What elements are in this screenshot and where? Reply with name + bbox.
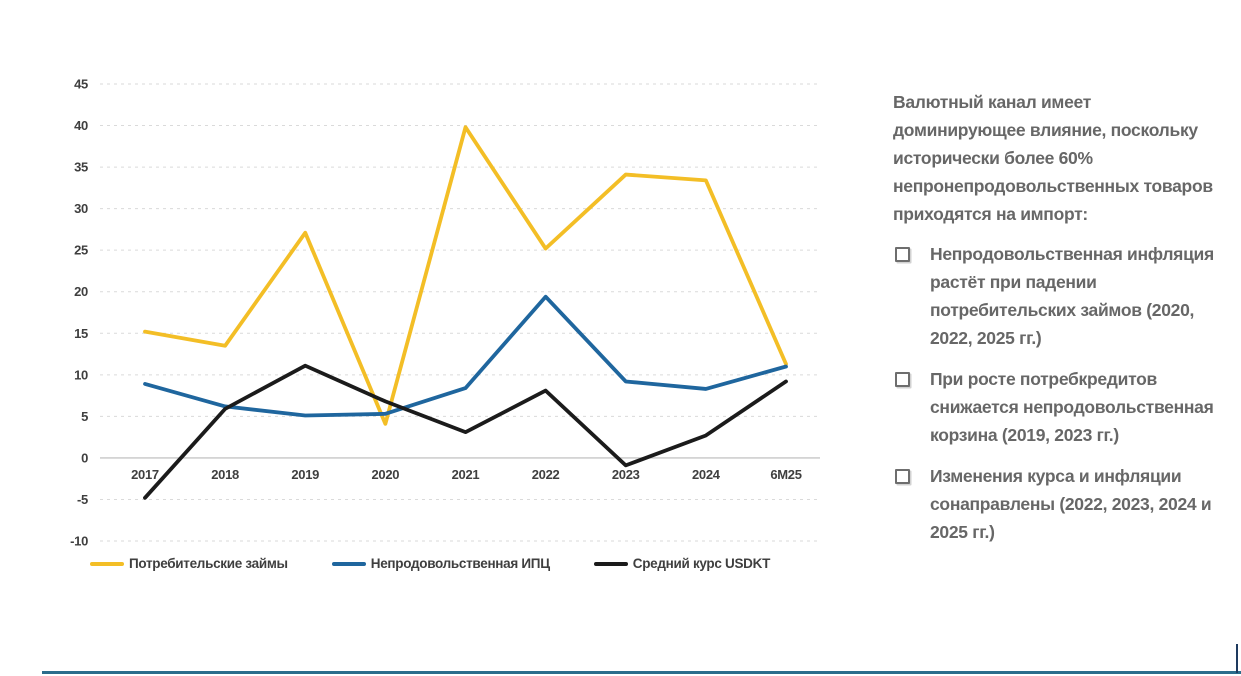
bullet-item: При росте потребкредитов снижается непро… xyxy=(893,365,1219,449)
y-tick-label: 15 xyxy=(74,326,88,341)
legend-label: Потребительские займы xyxy=(128,556,288,571)
bullet-list: Непродовольственная инфляция растёт при … xyxy=(893,240,1219,546)
y-tick-label: 20 xyxy=(74,284,88,299)
bullet-square-icon xyxy=(895,372,910,387)
line-chart: 45 40 35 30 25 20 15 10 5 0 -5 -10 2017 2018 2019 2020 2… xyxy=(70,77,820,549)
bullet-square-icon xyxy=(895,469,910,484)
y-tick-label: 45 xyxy=(74,77,88,92)
y-tick-label: -10 xyxy=(70,534,88,549)
y-tick-label: 0 xyxy=(81,450,88,465)
legend-swatch-icon xyxy=(89,561,124,566)
bullet-item: Изменения курса и инфляции сонаправлены … xyxy=(893,462,1219,546)
chart-area: 45 40 35 30 25 20 15 10 5 0 -5 -10 2017 2018 2019 2020 2… xyxy=(30,74,830,554)
x-tick-label: 2018 xyxy=(211,467,239,482)
footer-accent-mark xyxy=(1236,644,1238,673)
legend-label: Средний курс USDKT xyxy=(632,556,771,571)
legend-label: Непродовольственная ИПЦ xyxy=(370,556,550,571)
y-tick-label: -5 xyxy=(77,492,88,507)
y-tick-label: 25 xyxy=(74,243,88,258)
x-tick-label: 2019 xyxy=(291,467,319,482)
legend-swatch-icon xyxy=(593,561,628,566)
y-tick-label: 30 xyxy=(74,201,88,216)
bullet-text: Непродовольственная инфляция растёт при … xyxy=(930,244,1214,348)
bullet-square-icon xyxy=(895,247,910,262)
y-tick-label: 35 xyxy=(74,160,88,175)
x-tick-label: 2021 xyxy=(452,467,480,482)
bullet-item: Непродовольственная инфляция растёт при … xyxy=(893,240,1219,352)
x-tick-label: 2017 xyxy=(131,467,159,482)
x-tick-label: 6M25 xyxy=(770,467,801,482)
bullet-text: При росте потребкредитов снижается непро… xyxy=(930,369,1214,445)
y-tick-label: 5 xyxy=(81,409,88,424)
legend-item-nonfood-cpi: Непродовольственная ИПЦ xyxy=(331,556,550,571)
x-tick-label: 2020 xyxy=(372,467,400,482)
legend-swatch-icon xyxy=(331,561,366,566)
x-tick-label: 2022 xyxy=(532,467,560,482)
x-tick-label: 2024 xyxy=(692,467,721,482)
footer-divider-line xyxy=(42,671,1241,674)
panel-intro-text: Валютный канал имеет доминирующее влияни… xyxy=(893,92,1213,224)
commentary-panel: Валютный канал имеет доминирующее влияни… xyxy=(893,88,1219,559)
bullet-text: Изменения курса и инфляции сонаправлены … xyxy=(930,466,1212,542)
x-tick-label: 2023 xyxy=(612,467,640,482)
legend-item-consumer-loans: Потребительские займы xyxy=(89,556,288,571)
chart-legend: Потребительские займы Непродовольственная… xyxy=(30,556,830,571)
y-tick-label: 40 xyxy=(74,118,88,133)
consumer-loans-line xyxy=(143,125,788,426)
nonfood-cpi-line xyxy=(143,294,788,418)
legend-item-usdkt-avg-rate: Средний курс USDKT xyxy=(593,556,771,571)
usdkt-avg-rate-line xyxy=(143,363,788,500)
y-tick-label: 10 xyxy=(74,367,88,382)
